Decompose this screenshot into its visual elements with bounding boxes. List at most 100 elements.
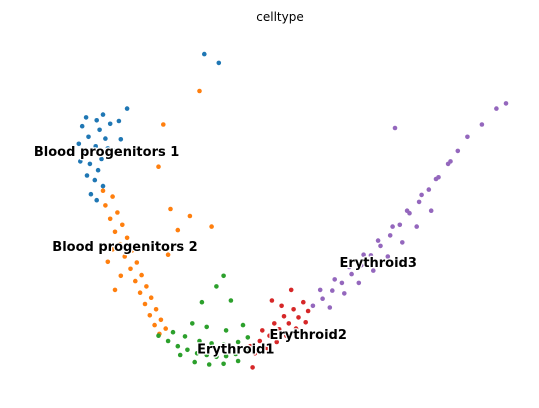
- data-point-blood-progenitors-2: [197, 88, 202, 94]
- data-point-blood-progenitors-2: [129, 248, 135, 253]
- data-point-erythroid1: [190, 321, 195, 326]
- data-point-blood-progenitors-1: [94, 197, 99, 203]
- data-point-erythroid3: [428, 208, 434, 213]
- data-point-erythroid2: [276, 327, 282, 332]
- data-point-blood-progenitors-1: [93, 144, 98, 149]
- data-point-erythroid3: [494, 106, 499, 111]
- data-point-blood-progenitors-1: [111, 148, 117, 154]
- cluster-label-erythroid2: Erythroid2: [270, 328, 347, 343]
- data-point-blood-progenitors-2: [163, 326, 168, 331]
- data-point-blood-progenitors-1: [202, 51, 207, 57]
- data-point-erythroid3: [358, 263, 364, 268]
- data-point-erythroid2: [291, 307, 296, 312]
- data-point-blood-progenitors-2: [112, 229, 118, 235]
- data-point-erythroid1: [199, 299, 205, 305]
- data-point-erythroid2: [293, 326, 299, 331]
- data-point-blood-progenitors-2: [112, 287, 118, 293]
- data-point-erythroid1: [221, 273, 226, 279]
- data-point-erythroid1: [156, 333, 161, 339]
- data-point-erythroid3: [371, 268, 376, 273]
- data-point-blood-progenitors-1: [99, 156, 104, 162]
- data-point-erythroid3: [392, 125, 398, 131]
- data-point-erythroid2: [296, 315, 301, 320]
- data-point-erythroid3: [378, 243, 383, 249]
- cluster-label-erythroid1: Erythroid1: [197, 342, 274, 357]
- data-point-erythroid2: [257, 338, 263, 344]
- data-point-erythroid1: [165, 338, 171, 344]
- data-point-blood-progenitors-1: [97, 127, 102, 133]
- data-point-blood-progenitors-2: [156, 164, 161, 169]
- data-point-erythroid2: [301, 299, 306, 305]
- data-point-blood-progenitors-1: [82, 151, 88, 156]
- data-point-blood-progenitors-1: [86, 134, 91, 140]
- data-point-blood-progenitors-1: [88, 191, 94, 197]
- data-point-erythroid3: [310, 303, 316, 309]
- data-point-blood-progenitors-1: [83, 115, 89, 120]
- data-point-blood-progenitors-2: [142, 301, 148, 307]
- data-point-blood-progenitors-1: [100, 183, 106, 189]
- data-point-blood-progenitors-1: [84, 173, 90, 178]
- data-point-blood-progenitors-1: [103, 136, 108, 141]
- data-point-erythroid2: [272, 321, 277, 326]
- data-point-blood-progenitors-2: [124, 235, 130, 241]
- points-layer: [76, 51, 509, 370]
- data-point-erythroid3: [426, 187, 432, 192]
- data-point-erythroid1: [175, 343, 181, 349]
- data-point-erythroid1: [206, 362, 212, 367]
- data-point-erythroid1: [185, 347, 190, 353]
- data-point-blood-progenitors-2: [175, 227, 181, 233]
- data-point-erythroid3: [465, 134, 470, 140]
- data-point-erythroid3: [397, 222, 403, 228]
- data-point-erythroid1: [221, 361, 226, 367]
- data-point-erythroid3: [414, 224, 420, 229]
- data-point-blood-progenitors-1: [107, 121, 113, 127]
- chart-title: celltype: [256, 10, 303, 24]
- data-point-blood-progenitors-2: [187, 213, 193, 219]
- data-point-erythroid3: [375, 238, 381, 243]
- data-point-blood-progenitors-2: [139, 272, 144, 278]
- data-point-erythroid3: [368, 253, 374, 258]
- data-point-erythroid1: [194, 351, 200, 356]
- data-point-erythroid3: [332, 277, 338, 282]
- data-point-erythroid3: [361, 252, 366, 257]
- data-point-erythroid1: [182, 334, 188, 339]
- data-point-blood-progenitors-1: [105, 146, 111, 151]
- data-point-erythroid2: [281, 314, 287, 319]
- data-point-erythroid3: [346, 264, 352, 270]
- data-point-erythroid3: [448, 159, 453, 164]
- data-point-erythroid1: [233, 351, 238, 357]
- series-erythroid3: [310, 101, 509, 310]
- data-point-erythroid1: [235, 339, 241, 345]
- data-point-blood-progenitors-1: [76, 141, 82, 147]
- data-point-erythroid3: [503, 101, 509, 106]
- data-point-erythroid3: [400, 240, 405, 245]
- data-point-blood-progenitors-2: [152, 322, 157, 328]
- data-point-blood-progenitors-1: [216, 60, 222, 66]
- data-point-blood-progenitors-2: [110, 247, 115, 252]
- data-point-erythroid3: [349, 271, 354, 277]
- data-point-erythroid3: [390, 224, 395, 229]
- data-point-erythroid2: [286, 321, 292, 326]
- data-point-erythroid2: [288, 287, 294, 293]
- data-point-erythroid2: [267, 333, 272, 339]
- data-point-erythroid1: [228, 298, 234, 303]
- data-point-erythroid2: [305, 308, 311, 314]
- data-point-blood-progenitors-2: [100, 188, 106, 193]
- data-point-blood-progenitors-2: [105, 259, 111, 265]
- data-point-erythroid3: [479, 122, 485, 127]
- data-point-erythroid2: [250, 365, 255, 370]
- data-point-erythroid2: [264, 345, 270, 351]
- data-point-erythroid1: [204, 352, 209, 358]
- data-point-erythroid3: [419, 192, 424, 198]
- data-point-erythroid1: [235, 358, 241, 364]
- data-point-blood-progenitors-1: [95, 167, 101, 173]
- data-point-erythroid1: [209, 341, 214, 346]
- data-point-erythroid1: [243, 348, 248, 353]
- data-point-erythroid2: [284, 333, 289, 339]
- data-point-blood-progenitors-2: [158, 317, 164, 323]
- data-point-blood-progenitors-2: [118, 273, 124, 279]
- data-point-blood-progenitors-2: [120, 222, 125, 228]
- data-point-erythroid1: [197, 338, 202, 344]
- data-point-erythroid3: [433, 176, 439, 182]
